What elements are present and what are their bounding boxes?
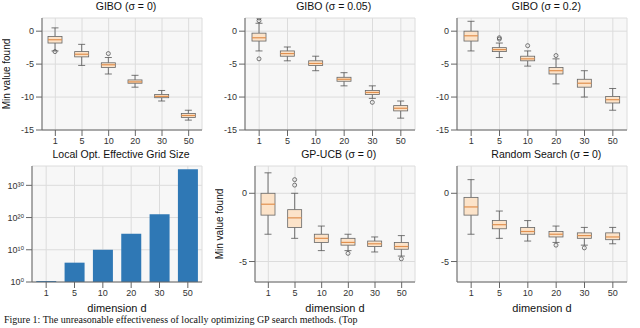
svg-text:50: 50 [608, 288, 618, 298]
svg-text:50: 50 [396, 288, 406, 298]
html-text:GIBO (σ = 0): GIBO (σ = 0) [95, 0, 157, 12]
svg-text:20: 20 [343, 288, 353, 298]
svg-text:-5: -5 [229, 59, 237, 69]
svg-text:1: 1 [53, 136, 58, 146]
svg-text:-5: -5 [441, 59, 449, 69]
svg-text:-5: -5 [239, 257, 247, 267]
svg-text:50: 50 [183, 288, 193, 298]
svg-text:5: 5 [79, 136, 84, 146]
svg-text:5: 5 [497, 136, 502, 146]
svg-text:5: 5 [285, 136, 290, 146]
svg-text:-10: -10 [21, 92, 34, 102]
svg-text:10²⁰: 10²⁰ [8, 213, 24, 223]
svg-text:5: 5 [72, 288, 77, 298]
svg-text:0: 0 [444, 188, 449, 198]
svg-text:5: 5 [497, 288, 502, 298]
svg-text:10⁰: 10⁰ [10, 277, 24, 287]
svg-text:30: 30 [157, 136, 167, 146]
svg-text:10: 10 [523, 288, 533, 298]
svg-text:dimension d: dimension d [513, 302, 572, 312]
svg-text:-15: -15 [436, 125, 449, 135]
svg-text:-15: -15 [21, 125, 34, 135]
svg-text:50: 50 [395, 136, 405, 146]
svg-text:0: 0 [29, 26, 34, 36]
svg-text:Min value found: Min value found [215, 189, 225, 260]
svg-text:0: 0 [444, 26, 449, 36]
html-text:GIBO (σ = 0.2): GIBO (σ = 0.2) [511, 0, 581, 12]
svg-text:1: 1 [265, 288, 270, 298]
svg-text:-5: -5 [441, 257, 449, 267]
svg-text:0: 0 [242, 188, 247, 198]
svg-text:10¹⁰: 10¹⁰ [8, 245, 24, 255]
svg-text:10: 10 [310, 136, 320, 146]
svg-text:30: 30 [154, 288, 164, 298]
svg-text:10: 10 [98, 288, 108, 298]
html-text:Local Opt. Effective Grid Size: Local Opt. Effective Grid Size [52, 148, 190, 160]
svg-text:10: 10 [104, 136, 114, 146]
svg-text:-5: -5 [26, 59, 34, 69]
svg-text:30: 30 [580, 136, 590, 146]
svg-text:1: 1 [469, 136, 474, 146]
html-text:GIBO (σ = 0.05): GIBO (σ = 0.05) [296, 0, 372, 12]
svg-text:dimension d: dimension d [305, 302, 364, 312]
svg-text:10³⁰: 10³⁰ [8, 181, 24, 191]
svg-text:0: 0 [232, 26, 237, 36]
svg-text:-10: -10 [436, 92, 449, 102]
svg-text:-10: -10 [224, 92, 237, 102]
svg-text:5: 5 [292, 288, 297, 298]
svg-text:-15: -15 [224, 125, 237, 135]
svg-text:50: 50 [608, 136, 618, 146]
svg-text:20: 20 [552, 136, 562, 146]
html-text:Random Search (σ = 0): Random Search (σ = 0) [491, 148, 602, 160]
svg-text:1: 1 [256, 136, 261, 146]
svg-text:Min value found: Min value found [8, 39, 12, 110]
svg-text:20: 20 [130, 136, 140, 146]
svg-text:30: 30 [370, 288, 380, 298]
html-text:Figure 1: The unreasonable eff: Figure 1: The unreasonable effectiveness… [4, 314, 358, 325]
svg-text:30: 30 [580, 288, 590, 298]
svg-text:20: 20 [339, 136, 349, 146]
svg-text:1: 1 [469, 288, 474, 298]
svg-text:20: 20 [126, 288, 136, 298]
html-text:GP-UCB (σ = 0): GP-UCB (σ = 0) [301, 148, 377, 160]
svg-text:30: 30 [367, 136, 377, 146]
svg-text:20: 20 [552, 288, 562, 298]
svg-text:10: 10 [316, 288, 326, 298]
svg-text:10: 10 [523, 136, 533, 146]
svg-text:50: 50 [184, 136, 194, 146]
svg-text:1: 1 [44, 288, 49, 298]
svg-text:dimension d: dimension d [87, 302, 146, 312]
